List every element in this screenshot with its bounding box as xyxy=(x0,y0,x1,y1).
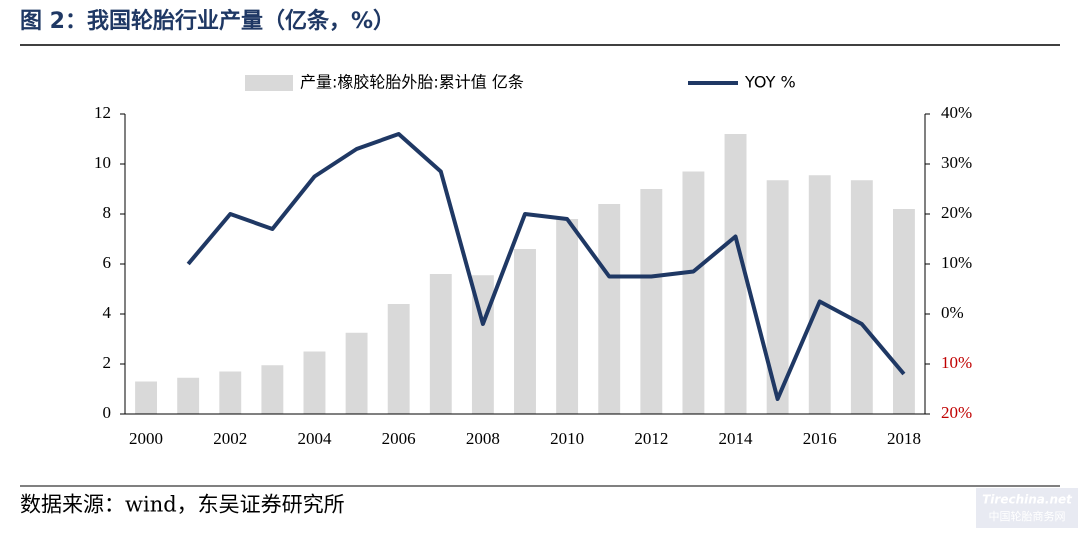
bar xyxy=(135,381,157,414)
x-tick-label: 2016 xyxy=(803,429,837,448)
source: 数据来源：wind，东吴证券研究所 xyxy=(20,493,345,517)
watermark-box xyxy=(976,488,1078,528)
bar xyxy=(724,134,747,414)
bar xyxy=(850,180,873,414)
bar xyxy=(345,332,368,414)
bar xyxy=(640,189,663,414)
bar xyxy=(893,209,915,414)
y2-tick-label: 20% xyxy=(941,203,972,222)
y-tick-label: 2 xyxy=(103,353,112,372)
bar xyxy=(177,377,200,414)
y2-tick-label: 20% xyxy=(941,403,972,422)
y-tick-label: 0 xyxy=(103,403,112,422)
bar xyxy=(766,180,789,414)
bar xyxy=(682,171,705,414)
watermark-logo: Tirechina.net xyxy=(982,493,1073,507)
yoy-line xyxy=(186,132,906,401)
y-tick-label: 10 xyxy=(94,153,111,172)
bar xyxy=(556,219,579,414)
x-tick-label: 2010 xyxy=(550,429,584,448)
watermark-text: 中国轮胎商务网 xyxy=(989,509,1066,523)
x-tick-label: 2004 xyxy=(297,429,332,448)
bar xyxy=(219,371,242,414)
x-tick-label: 2008 xyxy=(466,429,500,448)
bar xyxy=(598,204,621,414)
y2-tick-label: 30% xyxy=(941,153,972,172)
y-tick-label: 4 xyxy=(103,303,112,322)
y-tick-label: 6 xyxy=(103,253,112,272)
x-tick-label: 2006 xyxy=(382,429,416,448)
bar xyxy=(808,175,831,414)
x-tick-label: 2002 xyxy=(213,429,247,448)
bar xyxy=(387,304,410,414)
y2-tick-label: 10% xyxy=(941,253,972,272)
legend-label: 产量:橡胶轮胎外胎:累计值 亿条 xyxy=(300,73,524,92)
bar xyxy=(429,274,452,414)
legend-swatch xyxy=(245,75,293,91)
y-tick-label: 8 xyxy=(103,203,112,222)
legend-label: YOY % xyxy=(744,73,796,92)
y2-tick-label: 0% xyxy=(941,303,964,322)
bar xyxy=(261,365,284,414)
x-tick-label: 2000 xyxy=(129,429,163,448)
bar xyxy=(514,249,536,414)
y2-tick-label: 40% xyxy=(941,103,972,122)
y2-tick-label: 10% xyxy=(941,353,972,372)
y-tick-label: 12 xyxy=(94,103,111,122)
x-tick-label: 2012 xyxy=(634,429,668,448)
chart-title: 图 2：我国轮胎行业产量（亿条，%） xyxy=(20,8,395,34)
x-tick-label: 2018 xyxy=(887,429,921,448)
x-tick-label: 2014 xyxy=(719,429,754,448)
bar xyxy=(303,351,326,414)
